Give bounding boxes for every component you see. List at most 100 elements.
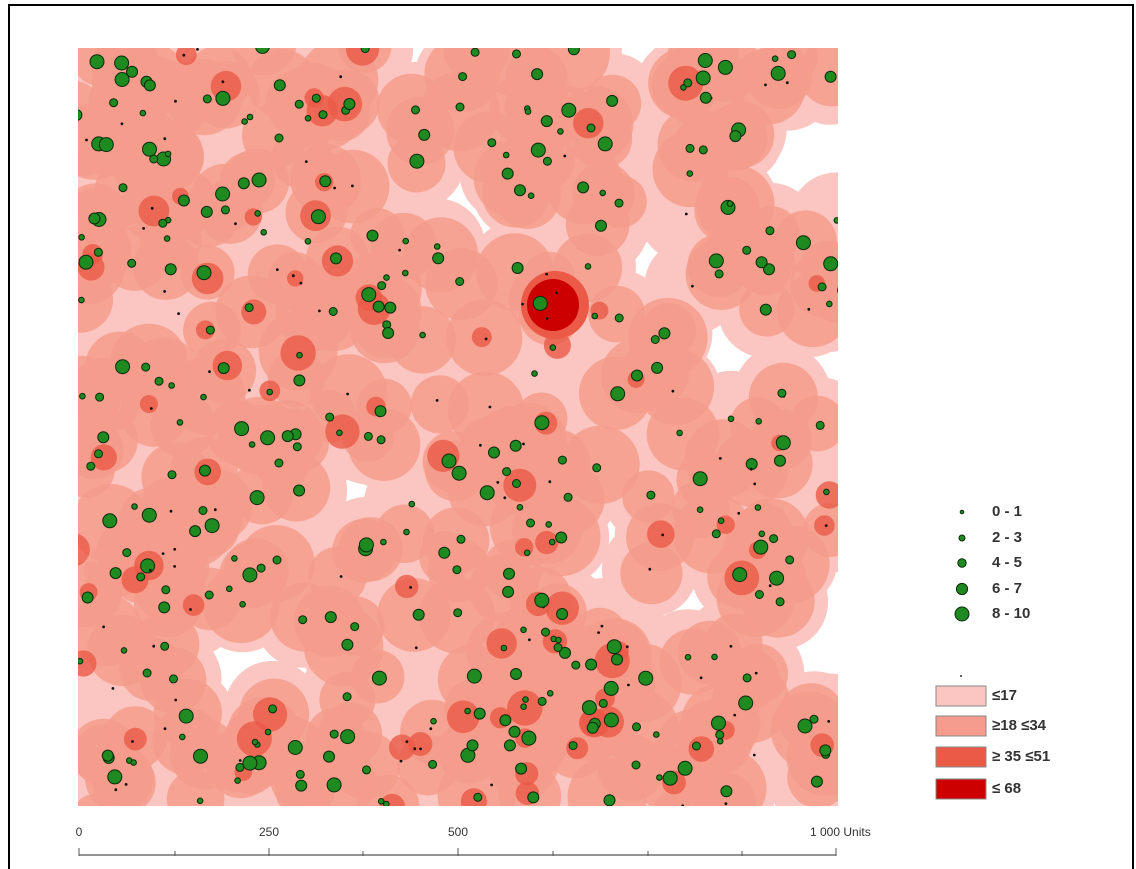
density-halo-medium: [78, 561, 122, 628]
sample-point: [534, 415, 550, 431]
sample-point: [95, 392, 105, 402]
sample-point: [238, 759, 242, 762]
sample-point: [234, 777, 241, 784]
sample-point: [419, 331, 426, 339]
sample-point: [752, 753, 756, 757]
density-halo-medium: [787, 746, 838, 806]
sample-point: [502, 467, 512, 477]
sample-point: [754, 504, 762, 511]
sample-point: [671, 389, 675, 393]
density-halo-high: [175, 48, 197, 66]
sample-point: [527, 192, 535, 199]
sample-point: [520, 626, 527, 634]
sample-point: [109, 567, 122, 580]
sample-point: [511, 262, 524, 274]
sample-point: [336, 429, 343, 437]
sample-point: [409, 586, 412, 589]
sample-point: [341, 638, 354, 651]
sample-point: [164, 263, 177, 276]
sample-point: [473, 707, 486, 720]
sample-point: [501, 167, 514, 180]
sample-point: [363, 431, 373, 441]
sample-point: [198, 506, 208, 515]
sample-point: [114, 788, 118, 792]
sample-point: [521, 730, 537, 746]
sample-point: [509, 439, 522, 452]
sample-point: [695, 70, 711, 86]
sample-point: [528, 638, 531, 642]
sample-point: [430, 717, 437, 725]
sample-point: [111, 687, 115, 690]
sample-point: [515, 762, 528, 775]
sample-point: [242, 567, 258, 583]
sample-point: [466, 668, 482, 684]
legend-symbol-0-1: [959, 509, 965, 515]
sample-point: [603, 680, 619, 696]
sample-point: [714, 269, 724, 279]
density-halo-medium: [422, 507, 490, 574]
sample-point: [727, 415, 735, 423]
sample-point: [545, 317, 549, 320]
sample-point: [174, 99, 177, 103]
sample-point: [540, 115, 553, 128]
sample-point: [546, 690, 554, 697]
density-halo-high: [139, 395, 158, 414]
sample-point: [826, 300, 833, 308]
sample-point: [699, 676, 703, 680]
sample-point: [142, 668, 152, 678]
sample-point: [234, 421, 250, 437]
sample-point: [631, 760, 641, 770]
sample-point: [684, 212, 688, 216]
density-halo-medium: [789, 395, 838, 452]
sample-point: [200, 205, 213, 218]
density-halo-medium: [437, 757, 516, 806]
sample-point: [759, 303, 772, 316]
scale-label-500: 500: [448, 825, 468, 839]
sample-point: [196, 48, 199, 51]
sample-point: [696, 506, 704, 514]
sample-point: [586, 123, 596, 133]
sample-point: [402, 237, 410, 245]
density-halo-medium: [271, 414, 329, 472]
sample-point: [360, 48, 370, 54]
sample-point: [755, 256, 768, 269]
legend-swatch-35-51: [935, 746, 987, 768]
density-halo-high: [78, 533, 90, 566]
sample-point: [595, 219, 607, 232]
sample-point: [699, 91, 712, 104]
sample-point: [140, 558, 156, 574]
sample-point: [97, 431, 110, 444]
legend-density: [935, 685, 987, 800]
sample-point: [377, 281, 387, 291]
sample-point: [221, 80, 225, 84]
sample-point: [837, 286, 838, 294]
sample-point: [85, 138, 88, 142]
sample-point: [777, 388, 787, 398]
sample-point: [824, 524, 828, 527]
sample-point: [453, 608, 463, 618]
sample-point: [586, 721, 599, 734]
sample-point: [771, 55, 779, 63]
sample-point: [819, 744, 832, 757]
sample-point: [681, 804, 685, 806]
sample-point: [248, 441, 256, 448]
density-halo-medium: [689, 749, 767, 806]
sample-point: [555, 636, 562, 644]
sample-point: [268, 704, 278, 714]
sample-point: [661, 533, 665, 537]
density-halo-high: [460, 788, 487, 806]
sample-point: [287, 740, 303, 755]
sample-point: [196, 797, 204, 805]
sample-point: [466, 739, 479, 752]
sample-point: [81, 591, 94, 604]
sample-point: [638, 670, 654, 686]
sample-point: [274, 458, 284, 468]
sample-point: [807, 307, 811, 311]
sample-point: [168, 382, 175, 389]
sample-point: [603, 712, 619, 728]
sample-point: [143, 79, 156, 92]
sample-point: [677, 760, 693, 776]
sample-point: [163, 235, 171, 242]
sample-point: [729, 644, 733, 648]
sample-point: [585, 658, 598, 671]
